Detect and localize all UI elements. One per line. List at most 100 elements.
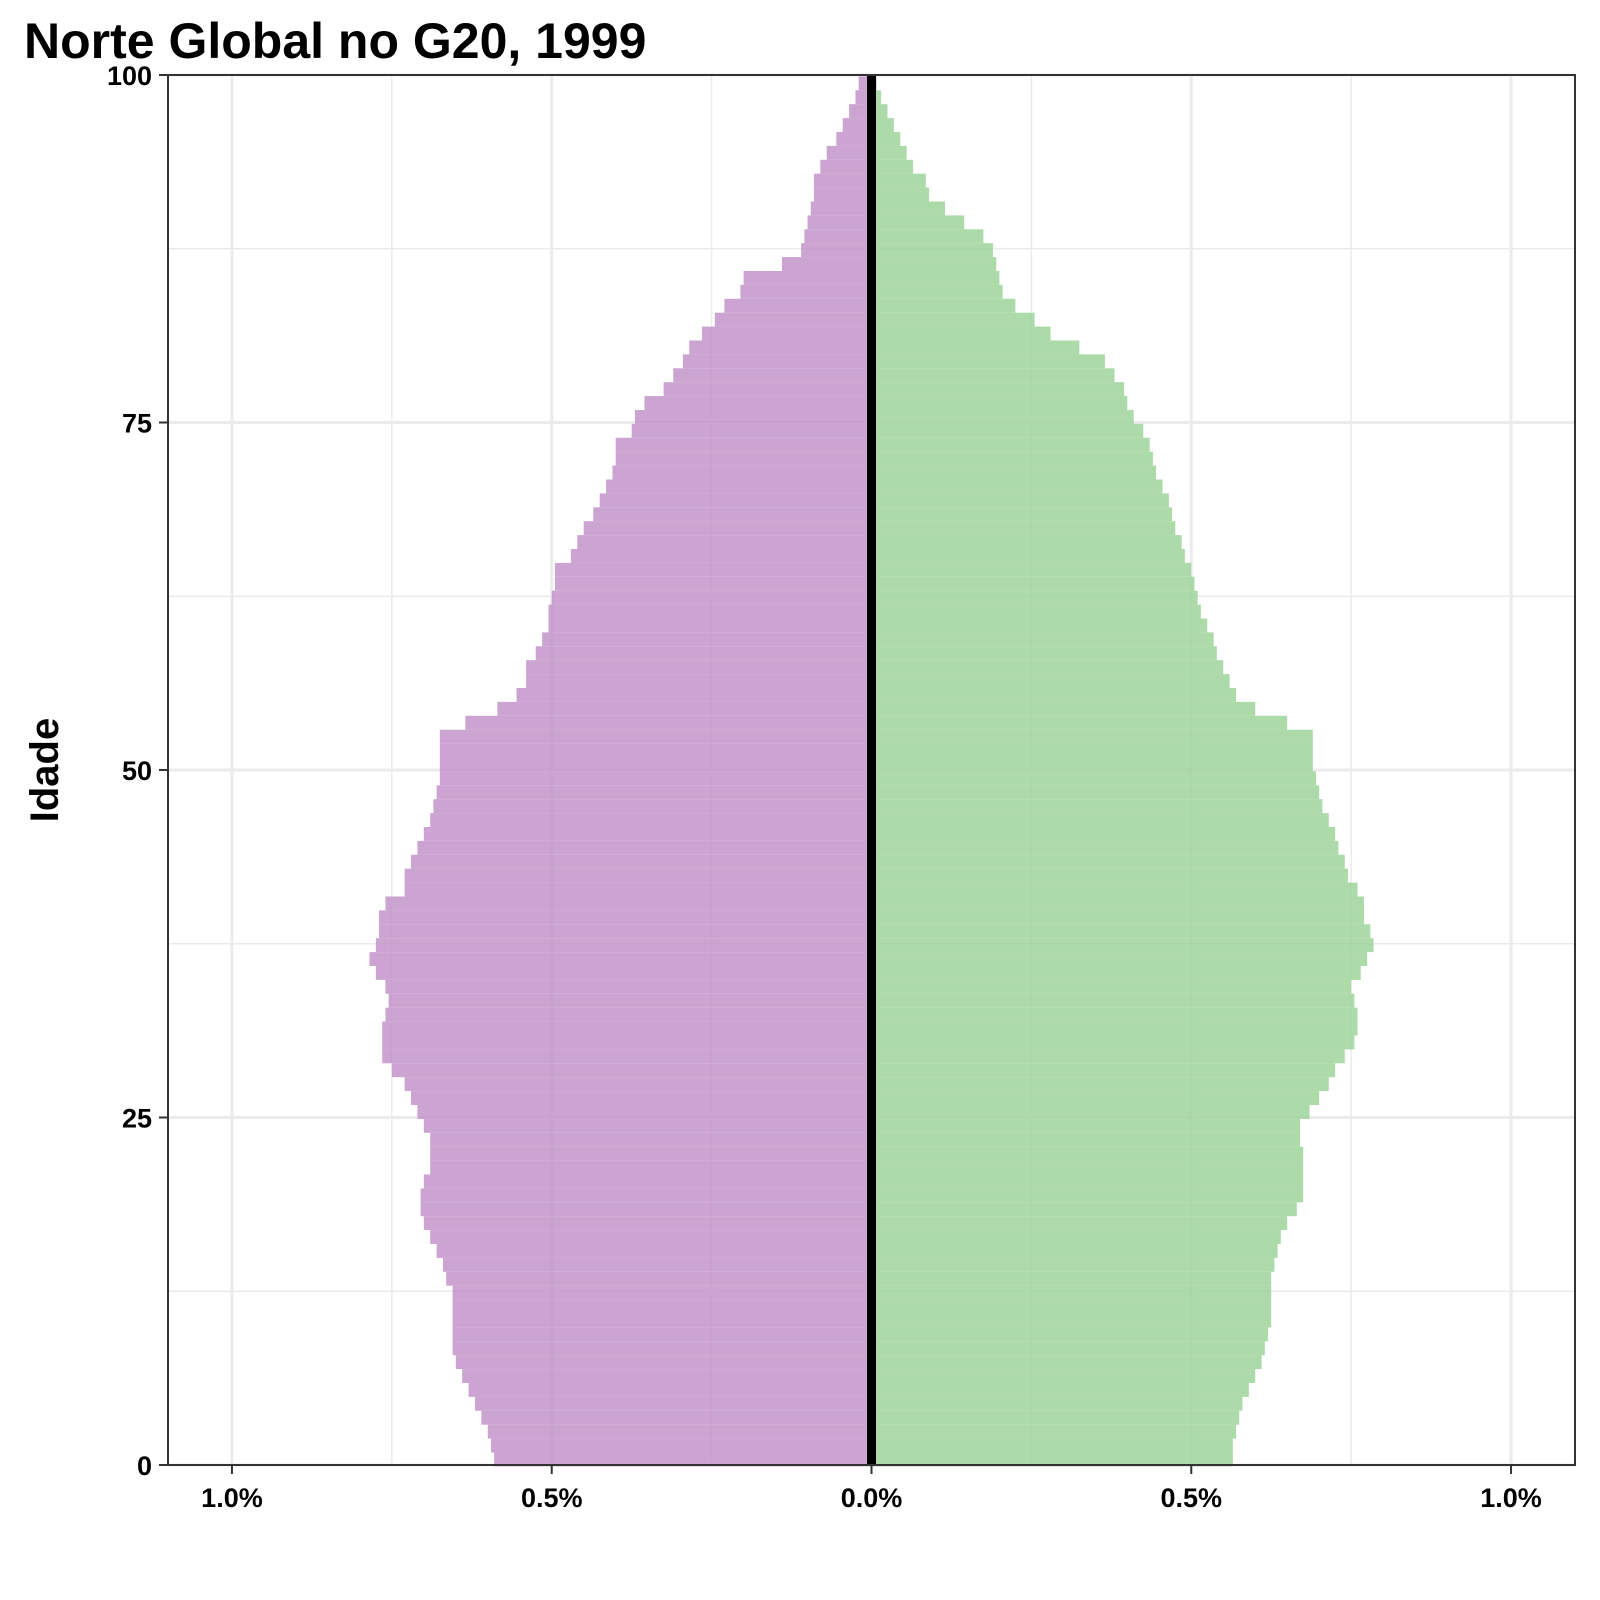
bar-left bbox=[375, 965, 872, 980]
bar-left bbox=[577, 535, 872, 549]
bar-left bbox=[631, 423, 872, 438]
bar-right bbox=[871, 1146, 1304, 1161]
bar-right bbox=[871, 118, 894, 132]
bar-right bbox=[871, 687, 1237, 702]
bar-left bbox=[404, 1077, 872, 1092]
x-tick-label: 1.0% bbox=[201, 1483, 263, 1513]
bar-left bbox=[474, 1396, 872, 1411]
bar-right bbox=[871, 1243, 1278, 1258]
bar-right bbox=[871, 660, 1224, 675]
bar-right bbox=[871, 451, 1153, 466]
bar-right bbox=[871, 868, 1348, 883]
bar-right bbox=[871, 145, 907, 160]
bar-right bbox=[871, 465, 1157, 480]
bar-left bbox=[807, 215, 872, 230]
bar-left bbox=[385, 1007, 872, 1022]
bar-left bbox=[462, 1369, 872, 1383]
bar-left bbox=[810, 201, 872, 216]
bar-left bbox=[702, 326, 872, 341]
bar-left bbox=[570, 548, 872, 563]
bar-left bbox=[593, 507, 872, 522]
bar-left bbox=[497, 701, 872, 716]
bar-right bbox=[871, 729, 1313, 744]
bar-right bbox=[871, 979, 1352, 994]
bar-right bbox=[871, 1160, 1304, 1175]
bar-left bbox=[542, 632, 872, 647]
bar-right bbox=[871, 1438, 1233, 1453]
bar-right bbox=[871, 1021, 1358, 1036]
bar-left bbox=[813, 187, 872, 202]
bar-right bbox=[871, 701, 1256, 716]
bar-left bbox=[385, 896, 872, 911]
bar-left bbox=[423, 1174, 872, 1189]
bar-left bbox=[423, 826, 872, 841]
bar-right bbox=[871, 368, 1115, 383]
bar-right bbox=[871, 173, 926, 188]
bar-left bbox=[644, 396, 872, 410]
bar-right bbox=[871, 910, 1364, 925]
bar-right bbox=[871, 535, 1182, 549]
bar-right bbox=[871, 257, 997, 271]
bar-left bbox=[836, 131, 872, 146]
bar-left bbox=[714, 312, 872, 327]
bar-left bbox=[452, 1327, 872, 1342]
bar-right bbox=[871, 896, 1364, 911]
bar-left bbox=[781, 257, 872, 271]
bar-left bbox=[382, 1021, 872, 1036]
bar-right bbox=[871, 548, 1185, 563]
bar-right bbox=[871, 1230, 1281, 1244]
bar-right bbox=[871, 1049, 1345, 1064]
bar-left bbox=[388, 993, 872, 1008]
bar-left bbox=[404, 882, 872, 897]
bar-left bbox=[801, 243, 872, 258]
bar-left bbox=[468, 1382, 872, 1397]
bar-right bbox=[871, 1091, 1320, 1105]
bar-right bbox=[871, 1355, 1262, 1370]
bar-left bbox=[487, 1424, 872, 1439]
x-tick-label: 0.5% bbox=[1160, 1483, 1222, 1513]
bar-right bbox=[871, 340, 1080, 355]
bar-left bbox=[826, 145, 872, 160]
bar-left bbox=[423, 1216, 872, 1231]
y-axis-title: Idade bbox=[23, 718, 67, 822]
bar-left bbox=[599, 493, 872, 508]
bar-right bbox=[871, 284, 1003, 299]
bar-right bbox=[871, 396, 1128, 410]
bar-right bbox=[871, 1202, 1297, 1217]
bar-left bbox=[634, 409, 872, 424]
bars-right-series bbox=[871, 76, 1374, 1467]
bar-right bbox=[871, 201, 946, 216]
bar-left bbox=[743, 270, 872, 285]
bar-left bbox=[420, 1202, 872, 1217]
bar-left bbox=[379, 910, 872, 925]
bar-left bbox=[375, 938, 872, 953]
bar-left bbox=[804, 229, 872, 244]
bar-right bbox=[871, 215, 965, 230]
bar-left bbox=[411, 854, 872, 869]
bar-left bbox=[420, 1188, 872, 1203]
bar-right bbox=[871, 1452, 1233, 1467]
bar-left bbox=[391, 1063, 872, 1078]
x-tick-label: 1.0% bbox=[1480, 1483, 1542, 1513]
bar-left bbox=[436, 785, 872, 800]
bar-left bbox=[430, 1132, 872, 1147]
bar-right bbox=[871, 1424, 1237, 1439]
bar-left bbox=[494, 1452, 872, 1467]
bar-right bbox=[871, 479, 1163, 494]
bar-right bbox=[871, 771, 1316, 786]
bar-right bbox=[871, 131, 901, 146]
y-axis: 0 25 50 75 100 bbox=[107, 61, 168, 1481]
bar-left bbox=[446, 1271, 872, 1286]
y-tick-label: 0 bbox=[137, 1451, 152, 1481]
bar-left bbox=[535, 646, 872, 661]
bar-left bbox=[452, 1313, 872, 1328]
bar-left bbox=[612, 465, 872, 480]
bar-right bbox=[871, 1410, 1240, 1425]
bar-left bbox=[452, 1341, 872, 1356]
bar-right bbox=[871, 312, 1035, 327]
bar-right bbox=[871, 382, 1125, 397]
bar-left bbox=[606, 479, 872, 494]
bar-left bbox=[430, 1230, 872, 1244]
bar-right bbox=[871, 576, 1195, 591]
bar-left bbox=[439, 729, 872, 744]
